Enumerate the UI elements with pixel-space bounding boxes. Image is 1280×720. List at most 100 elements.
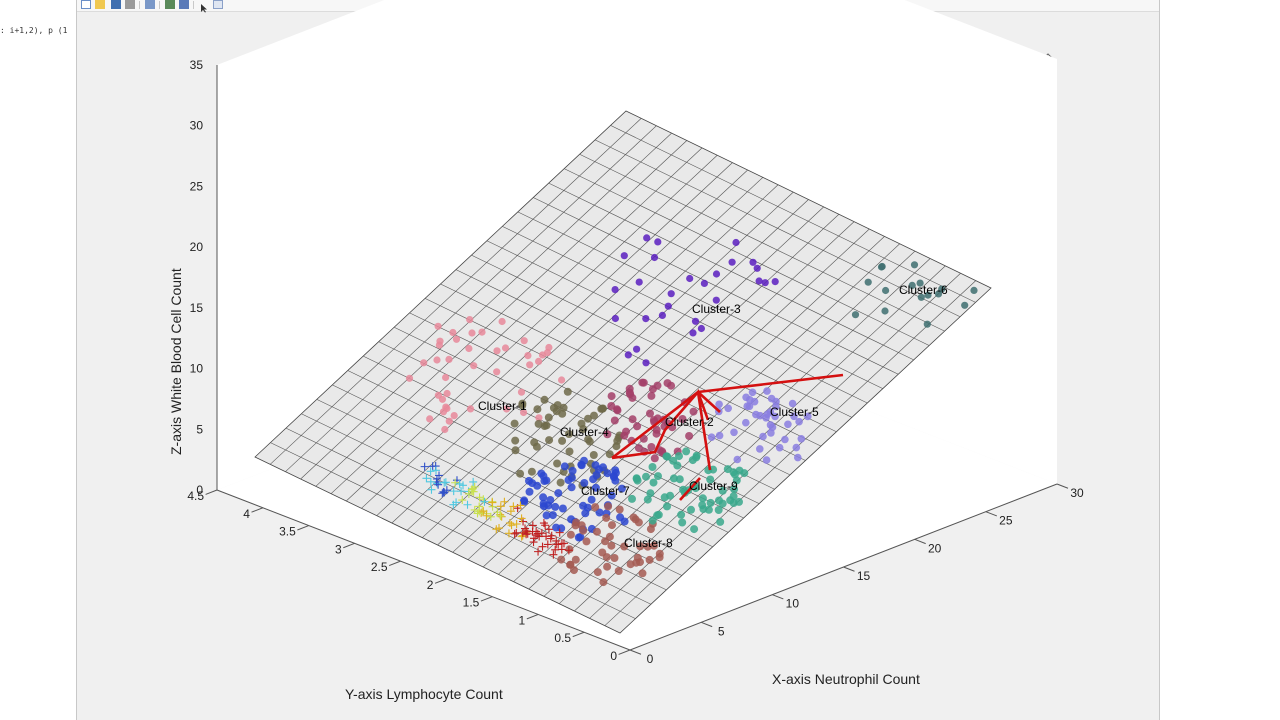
- cluster-label: Cluster-5: [770, 405, 819, 419]
- y-tick-mark: [572, 631, 585, 638]
- cluster-6-point: [934, 290, 943, 298]
- cluster-7-point: [603, 469, 612, 478]
- print-icon[interactable]: [125, 0, 135, 9]
- link-plot-icon[interactable]: [145, 0, 155, 9]
- cluster-1-point: [443, 389, 451, 398]
- x-tick-label: 20: [928, 541, 942, 555]
- trail-marker: [504, 529, 513, 538]
- cluster-1-point: [426, 415, 434, 423]
- save-icon[interactable]: [111, 0, 121, 9]
- axes-face: [217, 0, 644, 490]
- cluster-4-point: [511, 436, 520, 445]
- cluster-9-point: [730, 485, 739, 494]
- cluster-5-point: [790, 412, 798, 421]
- y-tick-label: 4: [243, 507, 250, 521]
- cluster-9-point: [653, 511, 662, 520]
- cluster-2-point: [646, 409, 654, 418]
- trail-marker: [449, 500, 458, 509]
- cluster-8-point: [608, 521, 616, 530]
- trail-marker: [451, 478, 460, 487]
- trail-marker: [510, 529, 519, 538]
- trail-marker: [470, 505, 479, 514]
- cluster-7-point: [617, 484, 626, 493]
- cluster-8-point: [603, 562, 612, 571]
- cluster-2-point: [639, 434, 648, 443]
- cluster-7-point: [574, 533, 583, 542]
- cluster-5-point: [730, 428, 738, 437]
- cluster-6-point: [961, 301, 969, 309]
- cluster-8-point: [643, 542, 652, 551]
- cluster-9-point: [642, 472, 650, 481]
- cluster-label: Cluster-7: [581, 484, 630, 498]
- cluster-7-point: [539, 471, 548, 480]
- cluster-8-point: [607, 541, 616, 550]
- cluster-label: Cluster-4: [560, 425, 609, 439]
- trail-marker: [435, 471, 444, 480]
- cluster-link-line: [611, 389, 712, 471]
- cluster-3-point: [654, 238, 662, 246]
- cluster-4-point: [545, 436, 554, 445]
- cluster-link-line: [679, 477, 701, 501]
- trail-marker: [496, 502, 505, 511]
- y-tick-mark: [297, 525, 309, 531]
- cluster-label: Cluster-3: [692, 302, 741, 316]
- cluster-4-point: [516, 469, 525, 478]
- cluster-2-point: [653, 381, 662, 390]
- cluster-8-point: [650, 541, 658, 550]
- trail-marker: [544, 525, 553, 534]
- trail-marker: [428, 462, 437, 471]
- trail-marker: [564, 546, 573, 555]
- pointer-icon[interactable]: [199, 0, 209, 13]
- cluster-5-point: [792, 443, 801, 452]
- cluster-1-point: [478, 328, 486, 336]
- cluster-5-point: [762, 456, 771, 464]
- cluster-9-point: [648, 463, 657, 471]
- cluster-6-point: [851, 311, 860, 319]
- cluster-7-point: [539, 499, 548, 508]
- trail-marker: [482, 511, 491, 520]
- trail-marker: [551, 545, 560, 554]
- cluster-2-point: [639, 378, 648, 387]
- cluster-5-point: [775, 443, 784, 452]
- cluster-9-point: [662, 452, 671, 461]
- z-tick-label: 0: [196, 483, 203, 497]
- cluster-8-point: [602, 513, 611, 522]
- trail-marker: [532, 527, 541, 536]
- cluster-3-point: [664, 302, 672, 310]
- trail-marker: [495, 524, 504, 533]
- cluster-7-point: [594, 465, 603, 474]
- cluster-label: Cluster-8: [624, 536, 673, 550]
- trail-marker: [469, 477, 478, 486]
- cluster-9-point: [666, 491, 675, 500]
- cluster-6-point: [923, 320, 931, 328]
- open-file-icon[interactable]: [95, 0, 105, 9]
- cluster-6-point: [917, 293, 925, 301]
- new-figure-icon[interactable]: [81, 0, 91, 9]
- cluster-7-point: [560, 462, 569, 471]
- cluster-9-point: [675, 475, 684, 484]
- y-tick-mark: [618, 649, 631, 655]
- cluster-4-point: [542, 421, 551, 430]
- cluster-5-point: [763, 410, 772, 419]
- trail-marker: [543, 540, 552, 549]
- cluster-3-point: [732, 238, 740, 247]
- trail-marker: [439, 487, 448, 496]
- cluster-2-point: [652, 425, 661, 434]
- cluster-5-point: [767, 394, 776, 403]
- cluster-1-point: [558, 376, 566, 384]
- cluster-2-point: [607, 402, 616, 410]
- cluster-5-point: [724, 404, 732, 413]
- cluster-7-point: [558, 504, 567, 513]
- colorbar-icon[interactable]: [165, 0, 175, 9]
- trail-marker: [534, 547, 543, 556]
- legend-icon[interactable]: [179, 0, 189, 9]
- cluster-1-point: [535, 357, 543, 365]
- cluster-3-point: [650, 253, 659, 262]
- plane-grid-line: [594, 139, 961, 318]
- cluster-9-point: [677, 510, 686, 519]
- trail-marker: [496, 512, 505, 521]
- cluster-9-point: [675, 452, 683, 461]
- cluster-1-point: [526, 361, 534, 369]
- property-editor-icon[interactable]: [213, 0, 223, 9]
